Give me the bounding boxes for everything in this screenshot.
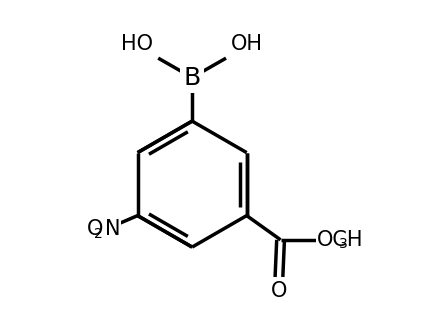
Text: HO: HO (121, 34, 154, 54)
Text: N: N (104, 219, 120, 238)
Text: 2: 2 (94, 227, 103, 241)
Text: O: O (87, 219, 104, 238)
Text: O: O (271, 281, 287, 301)
Text: 3: 3 (339, 237, 348, 251)
Text: OH: OH (231, 34, 263, 54)
Text: OCH: OCH (317, 230, 364, 250)
Text: B: B (184, 66, 201, 89)
